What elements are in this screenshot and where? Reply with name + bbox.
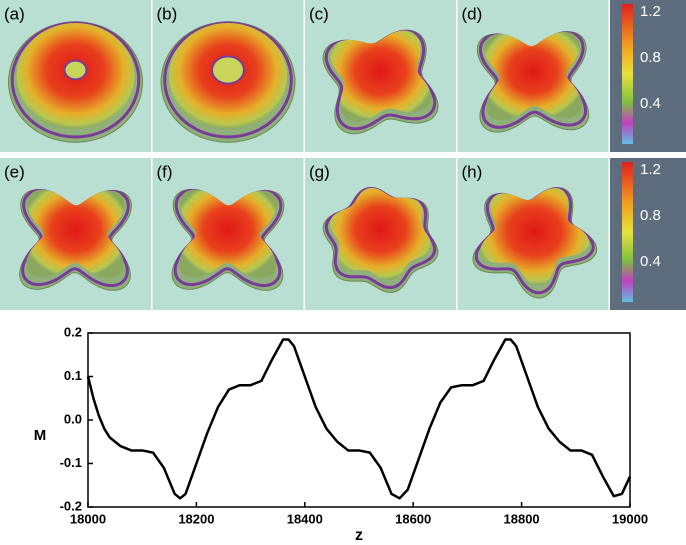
- surface: [330, 187, 431, 281]
- panel-label: (g): [309, 162, 330, 181]
- x-tick-label: 18200: [178, 511, 214, 526]
- y-axis-label: M: [34, 427, 47, 444]
- colorbar-tick-label: 0.8: [640, 49, 661, 66]
- surface: [178, 189, 278, 279]
- panel-label: (e): [4, 162, 25, 181]
- colorbar-tick-label: 0.8: [640, 207, 661, 224]
- y-tick-label: -0.1: [60, 455, 82, 470]
- panel-label: (f): [157, 162, 173, 181]
- y-tick-label: 0.1: [64, 368, 82, 383]
- y-tick-label: 0.0: [64, 411, 82, 426]
- panel-label: (a): [4, 4, 25, 23]
- colorbar: [622, 4, 633, 144]
- surface: [330, 30, 431, 122]
- panel-label: (h): [462, 162, 483, 181]
- panel-label: (b): [157, 4, 178, 23]
- colorbar-tick-label: 0.4: [640, 95, 661, 112]
- colorbar-background: [610, 158, 686, 310]
- surface: [484, 31, 582, 121]
- surface-ring: [324, 29, 437, 131]
- colorbar-background: [610, 0, 686, 152]
- surface-ring: [10, 21, 141, 139]
- colorbar-tick-label: 1.2: [640, 161, 661, 178]
- x-axis-label: z: [355, 527, 363, 544]
- x-tick-label: 18600: [395, 511, 431, 526]
- panel-label: (c): [309, 4, 329, 23]
- surface-ring: [163, 21, 293, 139]
- surface-hole: [63, 59, 88, 81]
- y-tick-label: 0.2: [64, 324, 82, 339]
- colorbar-tick-label: 1.2: [640, 3, 661, 20]
- x-tick-label: 18000: [70, 511, 106, 526]
- surface-hole: [211, 55, 245, 85]
- data-line: [86, 338, 632, 500]
- surface: [480, 188, 590, 285]
- panels: (a) (b) (c) (d) (e) (f) (g) (h) 1.2 0.8 0.4 1.2 0.8 0…: [0, 0, 686, 310]
- x-tick-label: 18800: [504, 511, 540, 526]
- colorbar: [622, 162, 633, 302]
- x-tick-label: 18400: [287, 511, 323, 526]
- colorbar-tick-label: 0.4: [640, 253, 661, 270]
- surface: [26, 189, 125, 279]
- y-tick-label: -0.2: [60, 498, 82, 513]
- x-tick-label: 19000: [612, 511, 648, 526]
- panel-label: (d): [462, 4, 483, 23]
